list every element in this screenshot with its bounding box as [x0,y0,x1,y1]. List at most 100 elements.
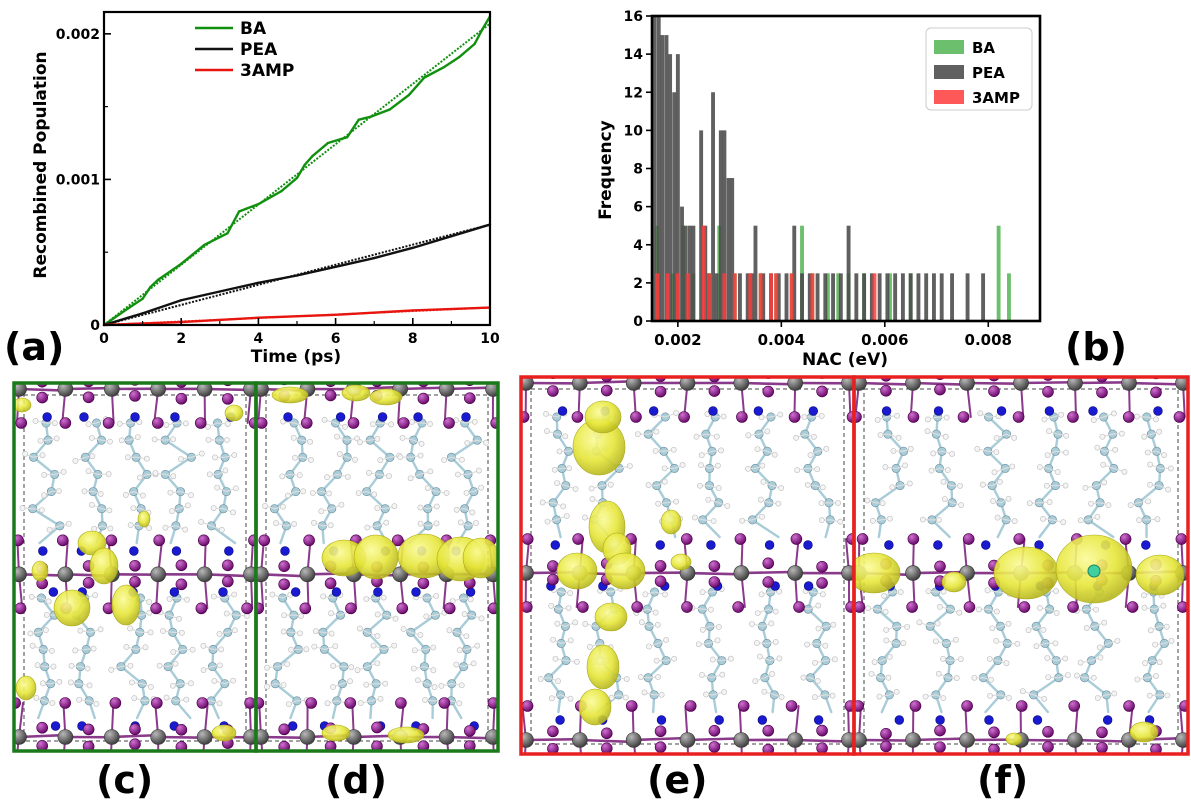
panel-b-bar-PEA [862,273,867,321]
atom-h [284,661,291,668]
atom-i [1042,741,1054,753]
atom-i [684,700,697,712]
atom-h [77,627,84,634]
atom-i [961,700,973,712]
atom-i [82,723,95,736]
panel-a-point [180,299,183,302]
atom-i [880,728,892,740]
atom-h [1134,413,1140,420]
panel-b-bar-PEA [660,35,665,321]
atom-h [663,637,670,643]
atom-pb [1175,377,1188,391]
panel-b-y-tick-label: 0 [633,314,643,330]
bond [273,682,299,703]
orbital-lobe [578,688,612,726]
atom-h [543,410,549,417]
atom-h [818,517,825,523]
atom-h [433,503,440,510]
atom-h [417,504,424,511]
atom-h [357,439,363,446]
atom-h [374,611,381,618]
atom-h [1082,484,1089,491]
atom-h [182,526,189,533]
atom-i [200,766,211,777]
atom-i [324,577,337,590]
structure-frame-d [254,381,500,753]
atom-h [1099,433,1106,440]
atom-i [256,697,265,709]
atom-h [804,641,811,648]
panel-b-y-axis-label: Frequency [596,120,616,220]
atom-h [1100,461,1107,468]
atom-i [324,740,337,751]
atom-n [894,715,905,725]
atom-i [857,769,868,780]
panel-b-bar-3AMP [774,273,779,321]
atom-i [443,602,456,615]
atom-h [356,625,363,632]
atom-h [713,433,720,440]
bond [578,380,635,385]
structure-panel-f [852,375,1190,780]
atom-i [417,740,430,751]
panel-a-point [373,256,376,260]
atom-h [218,526,225,533]
panel-b-bar-PEA [668,54,673,321]
atom-i [256,417,268,429]
atom-h [877,432,884,438]
atom-h [759,462,766,469]
panel-a-point [407,93,411,97]
atom-h [318,508,325,515]
atom-h [198,518,205,525]
atom-h [1019,688,1026,695]
atom-h [170,473,177,480]
atom-h [269,591,276,598]
atom-h [280,682,287,688]
atom-h [974,445,981,452]
panel-b-bar-3AMP [789,273,794,321]
atom-h [882,608,889,615]
orbital-lobe [111,584,141,626]
atom-h [456,700,463,707]
atom-pb [679,732,696,748]
panel-d-letter: (d) [325,758,387,802]
atom-h [716,624,722,630]
atom-h [388,421,395,428]
bond [632,736,689,742]
panel-a-fit-line-BA [103,22,491,326]
atom-i [324,389,337,402]
atom-h [198,450,205,457]
atom-i [222,575,234,588]
atom-n [1032,715,1043,725]
atom-h [554,480,560,487]
atom-h [990,498,997,504]
atom-h [993,449,1000,456]
atom-h [1156,659,1163,666]
panel-a-point [442,66,445,69]
atom-h [206,471,213,478]
atom-h [430,667,437,674]
atom-h [471,418,478,425]
atom-n [224,546,234,556]
panel-b-bar-PEA [831,273,836,321]
atom-h [298,613,305,619]
panel-a-point [141,297,144,300]
atom-h [41,472,48,478]
atom-i [1096,386,1108,399]
orbital-lobe [1129,721,1159,743]
bond [740,381,797,386]
atom-h [587,644,593,650]
atom-h [338,501,345,508]
atom-i [1123,700,1135,712]
atom-n [335,412,346,422]
atom-h [544,518,551,525]
atom-h [572,486,579,492]
atom-h [1062,482,1069,489]
atom-h [958,502,965,509]
atom-h [996,478,1003,485]
atom-h [438,682,445,689]
atom-i [600,742,613,754]
atom-i [738,769,749,780]
panel-b-bar-3AMP [701,225,706,321]
